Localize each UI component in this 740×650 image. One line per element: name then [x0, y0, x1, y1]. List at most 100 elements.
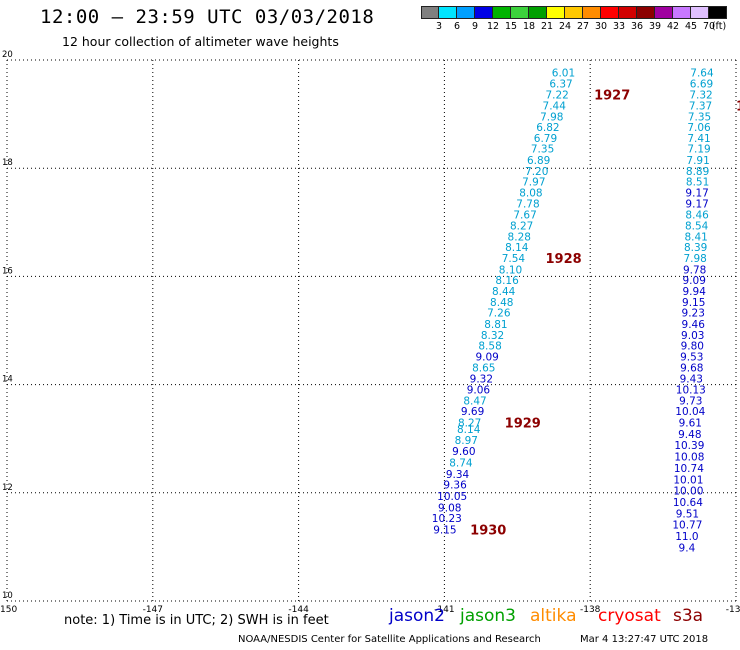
wave-height-value: 8.08: [519, 188, 542, 200]
lon-tick-label: -138: [580, 605, 601, 615]
legend-swatch: [709, 6, 727, 19]
wave-height-value: 8.27: [510, 221, 533, 233]
legend-label: 24: [558, 21, 572, 32]
pass-time-label: 1927: [594, 89, 630, 104]
pass-time-label: 1929: [505, 416, 541, 431]
wave-height-color-legend: [421, 6, 727, 19]
wave-height-value: 10.39: [674, 440, 704, 452]
wave-height-value: 8.97: [455, 435, 478, 447]
wave-height-value: 9.60: [452, 446, 475, 458]
legend-swatch: [565, 6, 583, 19]
pass-time-label: 155: [736, 99, 740, 114]
lat-tick-label: 16: [2, 266, 13, 276]
legend-altika: altika: [530, 606, 577, 626]
legend-cryosat: cryosat: [598, 606, 661, 626]
legend-label: 45: [684, 21, 698, 32]
wave-height-value: 6.82: [536, 122, 559, 134]
wave-height-value: 9.68: [680, 362, 703, 374]
legend-label: 36: [630, 21, 644, 32]
wave-height-value: 10.00: [673, 486, 703, 498]
wave-height-value: 11.0: [675, 531, 698, 543]
wave-height-value: 9.53: [680, 351, 703, 363]
lon-tick-label: -144: [288, 605, 309, 615]
wave-height-value: 9.36: [443, 480, 467, 492]
wave-height-value: 8.14: [505, 242, 529, 254]
map-title: 12:00 – 23:59 UTC 03/03/2018: [40, 6, 375, 28]
wave-height-value: 10.13: [676, 384, 706, 396]
wave-height-value: 9.17: [685, 198, 708, 210]
wave-height-value: 10.23: [432, 513, 462, 525]
wave-height-value: 7.97: [522, 177, 545, 189]
legend-swatch: [637, 6, 655, 19]
wave-height-value: 8.46: [685, 210, 709, 222]
lon-tick-label: -150: [0, 605, 17, 615]
legend-label: 9: [471, 21, 479, 32]
wave-height-value: 7.26: [487, 308, 511, 320]
wave-height-value: 9.94: [683, 286, 707, 298]
wave-height-value: 6.01: [552, 67, 575, 79]
legend-swatch: [421, 6, 439, 19]
wave-height-value: 10.08: [674, 452, 704, 464]
wave-height-value: 10.01: [673, 474, 703, 486]
legend-swatch: [475, 6, 493, 19]
wave-height-value: 9.08: [438, 502, 461, 514]
wave-height-value: 9.46: [682, 319, 706, 331]
wave-height-value: 7.54: [502, 253, 526, 265]
wave-height-value: 8.41: [684, 231, 707, 243]
pass-time-label: 1928: [545, 252, 581, 267]
wave-height-value: 10.05: [437, 491, 467, 503]
legend-jason3: jason3: [460, 606, 516, 626]
wave-height-value: 8.74: [449, 458, 473, 470]
legend-label: 30: [594, 21, 608, 32]
wave-height-value: 9.32: [470, 374, 493, 386]
legend-swatch: [601, 6, 619, 19]
legend-swatch: [439, 6, 457, 19]
legend-swatch: [583, 6, 601, 19]
wave-height-value: 8.47: [463, 395, 486, 407]
wave-height-value: 9.34: [446, 469, 470, 481]
wave-height-value: 8.48: [490, 297, 513, 309]
map-subtitle: 12 hour collection of altimeter wave hei…: [62, 34, 339, 49]
legend-label: 27: [576, 21, 590, 32]
legend-label: 39: [648, 21, 662, 32]
wave-height-value: 9.48: [678, 429, 701, 441]
legend-label: 18: [522, 21, 536, 32]
wave-height-value: 9.23: [682, 308, 705, 320]
footer-note: note: 1) Time is in UTC; 2) SWH is in fe…: [64, 613, 329, 628]
lat-tick-label: 14: [2, 375, 13, 385]
wave-height-value: 9.03: [681, 330, 704, 342]
wave-height-value: 9.17: [685, 188, 708, 200]
wave-height-value: 8.89: [686, 166, 709, 178]
wave-height-value: 10.74: [674, 463, 704, 475]
wave-height-value: 9.73: [679, 395, 702, 407]
wave-height-value: 10.77: [672, 520, 702, 532]
wave-height-value: 9.15: [682, 297, 705, 309]
wave-height-value: 8.58: [478, 341, 501, 353]
wave-height-value: 8.27: [458, 417, 481, 429]
wave-height-value: 10.04: [675, 406, 705, 418]
legend-label: 15: [504, 21, 518, 32]
legend-swatch: [529, 6, 547, 19]
wave-height-value: 8.28: [508, 231, 531, 243]
wave-height-value: 9.69: [461, 406, 484, 418]
wave-height-value: 9.09: [683, 275, 706, 287]
wave-height-value: 8.54: [685, 221, 709, 233]
wave-height-value: 7.91: [686, 155, 709, 167]
legend-jason2: jason2: [389, 606, 445, 626]
legend-swatch: [673, 6, 691, 19]
legend-label: 6: [453, 21, 461, 32]
legend-label: (ft): [711, 21, 727, 32]
pass-time-label: 1930: [470, 524, 506, 539]
legend-swatch: [457, 6, 475, 19]
wave-height-value: 6.79: [534, 133, 557, 145]
legend-swatch: [547, 6, 565, 19]
footer-timestamp: Mar 4 13:27:47 UTC 2018: [580, 634, 709, 645]
wave-height-value: 7.35: [531, 144, 554, 156]
wave-height-value: 9.78: [683, 264, 706, 276]
footer-credit: NOAA/NESDIS Center for Satellite Applica…: [238, 634, 541, 645]
wave-height-value: 6.37: [549, 78, 572, 90]
wave-height-value: 9.51: [676, 508, 699, 520]
lat-tick-label: 20: [2, 50, 13, 60]
